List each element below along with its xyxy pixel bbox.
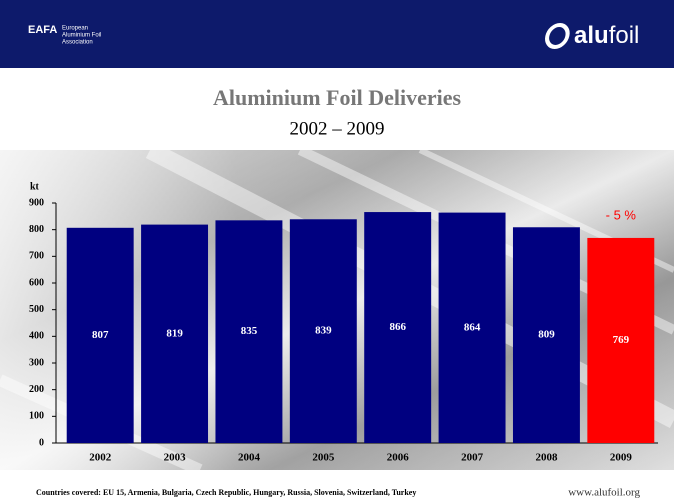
annotation: - 5 % (606, 207, 637, 222)
value-label: 769 (613, 334, 630, 346)
value-label: 819 (166, 327, 183, 339)
x-tick-label: 2006 (387, 452, 410, 464)
page: EAFA European Aluminium Foil Association… (0, 0, 674, 502)
x-tick-label: 2004 (238, 452, 261, 464)
value-label: 839 (315, 325, 332, 337)
y-tick-label: 200 (29, 384, 44, 395)
slide: EAFA European Aluminium Foil Association… (0, 0, 674, 502)
org-line: Association (62, 40, 93, 46)
y-tick-label: 900 (29, 197, 44, 208)
y-axis-label: kt (30, 181, 40, 192)
x-tick-label: 2003 (164, 452, 187, 464)
x-tick-label: 2005 (312, 452, 335, 464)
logo-foil: foil (609, 22, 640, 49)
y-tick-label: 600 (29, 277, 44, 288)
y-tick-label: 100 (29, 411, 44, 422)
org-line: European (62, 26, 88, 32)
footer-url: www.alufoil.org (568, 487, 640, 499)
value-label: 835 (241, 325, 258, 337)
footer-note: Countries covered: EU 15, Armenia, Bulga… (36, 488, 416, 497)
x-tick-label: 2008 (535, 452, 558, 464)
chart-title: Aluminium Foil Deliveries (213, 85, 462, 110)
value-label: 866 (389, 321, 406, 333)
x-tick-label: 2002 (89, 452, 112, 464)
logo: alufoil (574, 22, 639, 49)
y-tick-label: 800 (29, 224, 44, 235)
org: EAFA (28, 24, 57, 36)
value-label: 864 (464, 321, 481, 333)
y-tick-label: 500 (29, 304, 44, 315)
value-label: 809 (538, 329, 555, 341)
org-line: Aluminium Foil (62, 33, 101, 39)
value-label: 807 (92, 329, 109, 341)
y-tick-label: 400 (29, 331, 44, 342)
logo-alu: alu (574, 22, 609, 49)
x-tick-label: 2007 (461, 452, 484, 464)
x-tick-label: 2009 (610, 452, 633, 464)
y-tick-label: 700 (29, 251, 44, 262)
y-tick-label: 300 (29, 357, 44, 368)
y-tick-label: 0 (39, 437, 44, 448)
chart-subtitle: 2002 – 2009 (290, 118, 385, 139)
